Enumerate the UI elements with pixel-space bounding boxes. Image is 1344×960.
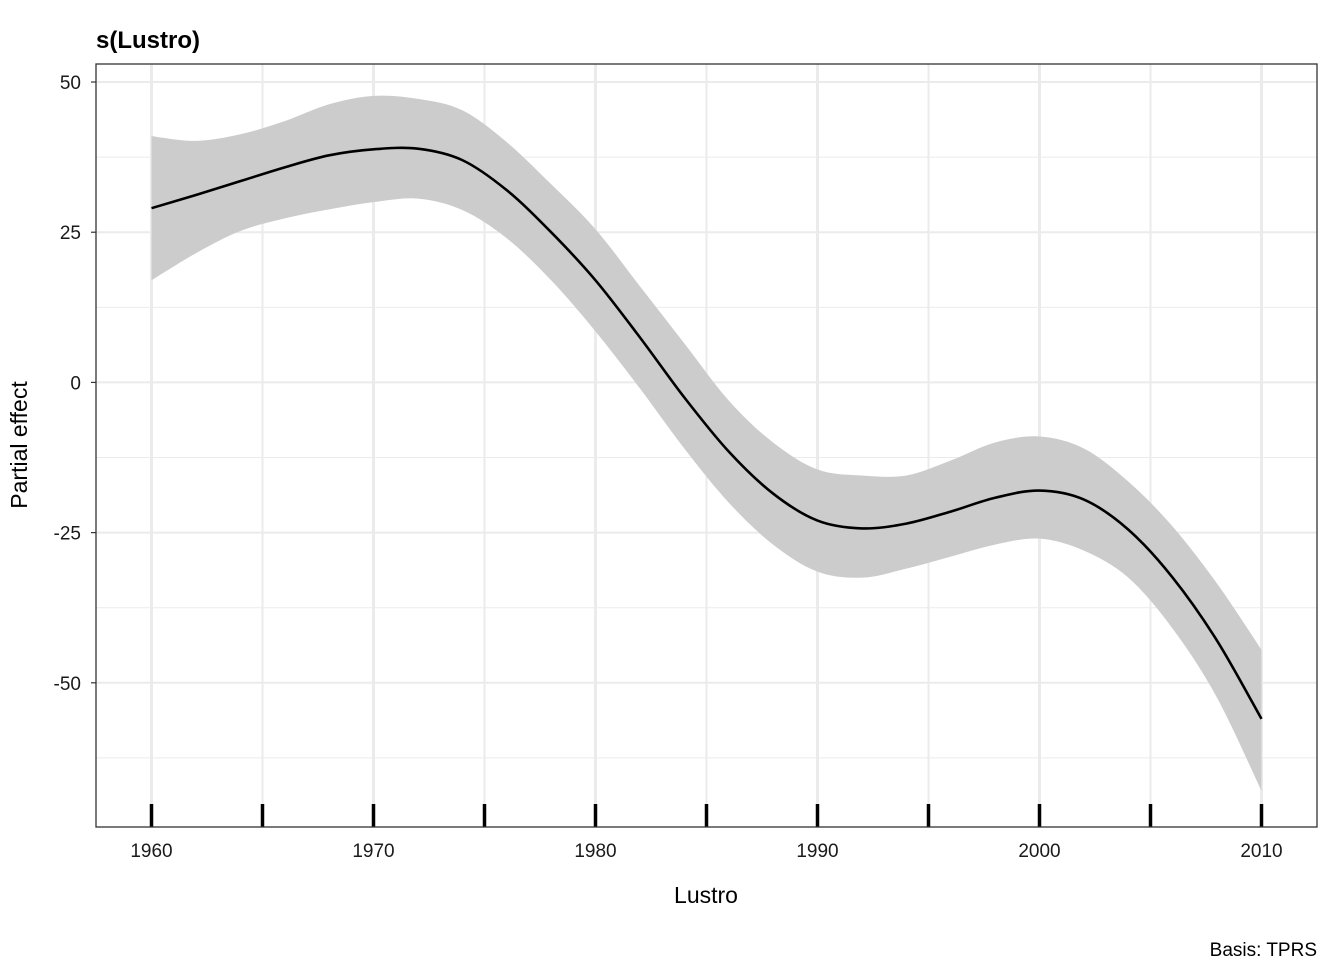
x-tick-label: 1960 [130, 841, 172, 862]
x-tick-label: 1990 [796, 841, 838, 862]
y-axis-title: Partial effect [6, 381, 32, 509]
smooth-line [151, 146, 1263, 720]
x-tick-label: 1970 [352, 841, 394, 862]
x-tick-label: 2010 [1240, 841, 1282, 862]
x-tick-label: 1980 [574, 841, 616, 862]
y-tick-label: 0 [70, 373, 81, 394]
caption: Basis: TPRS [1210, 940, 1317, 960]
y-tick-label: 25 [60, 223, 81, 244]
x-tick-label: 2000 [1018, 841, 1060, 862]
y-axis: 50 25 0 -25 -50 [54, 73, 96, 695]
chart-title: s(Lustro) [96, 27, 200, 54]
confidence-band [151, 95, 1262, 791]
y-tick-label: 50 [60, 73, 81, 94]
grid-layer [96, 64, 1317, 827]
y-tick-label: -25 [54, 524, 81, 545]
panel-border [95, 63, 1318, 828]
rug-layer [149, 804, 1264, 827]
y-tick-label: -50 [54, 674, 81, 695]
x-axis: 1960 1970 1980 1990 2000 2010 [130, 841, 1282, 862]
x-axis-title: Lustro [674, 882, 738, 908]
